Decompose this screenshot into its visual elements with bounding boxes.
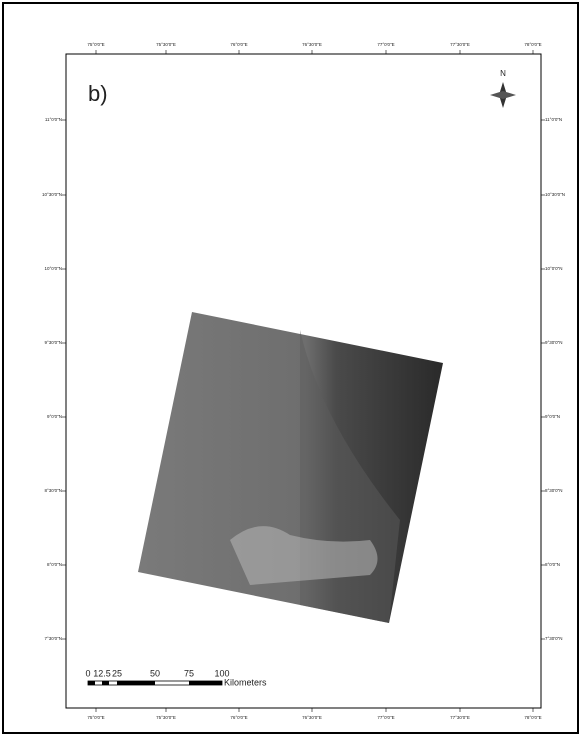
cloud [230,526,378,585]
latitude-label: 9°0'0"N [545,414,560,419]
scale-label: 12.5 [93,668,111,678]
longitude-label: 76°30'0"E [302,42,322,47]
longitude-label: 77°0'0"E [377,715,394,720]
latitude-label: 10°0'0"N [545,266,563,271]
scale-label: 50 [150,668,160,678]
scale-unit: Kilometers [224,677,267,687]
panel-label: b) [88,81,108,106]
latitude-label: 7°30'0"N [44,636,62,641]
north-arrow: N [490,69,516,108]
longitude-label: 76°0'0"E [230,715,247,720]
latitude-label: 9°0'0"N [47,414,62,419]
latitude-label: 9°30'0"N [44,340,62,345]
longitude-label: 77°30'0"E [450,42,470,47]
longitude-label: 76°0'0"E [230,42,247,47]
latitude-label: 9°30'0"N [545,340,563,345]
scale-label: 0 [85,668,90,678]
latitude-label: 7°30'0"N [545,636,563,641]
longitude-label: 78°0'0"E [524,42,541,47]
latitude-label: 8°0'0"N [545,562,560,567]
latitude-label: 11°0'0"N [545,117,562,122]
scale-label: 25 [112,668,122,678]
scale-label: 100 [214,668,229,678]
scale-label: 75 [184,668,194,678]
latitude-label: 10°30'0"N [42,192,62,197]
latitude-label: 11°0'0"N [45,117,62,122]
longitude-label: 77°30'0"E [450,715,470,720]
latitude-label: 8°30'0"N [44,488,62,493]
scale-bar [87,680,223,686]
longitude-label: 76°30'0"E [302,715,322,720]
latitude-label: 8°30'0"N [545,488,563,493]
longitude-label: 77°0'0"E [377,42,394,47]
longitude-label: 78°0'0"E [524,715,541,720]
longitude-label: 75°0'0"E [87,715,104,720]
latitude-label: 10°30'0"N [545,192,565,197]
longitude-label: 75°30'0"E [156,42,176,47]
longitude-label: 75°30'0"E [156,715,176,720]
north-label: N [500,69,506,78]
latitude-label: 10°0'0"N [44,266,62,271]
latitude-label: 8°0'0"N [47,562,62,567]
longitude-label: 75°0'0"E [87,42,104,47]
